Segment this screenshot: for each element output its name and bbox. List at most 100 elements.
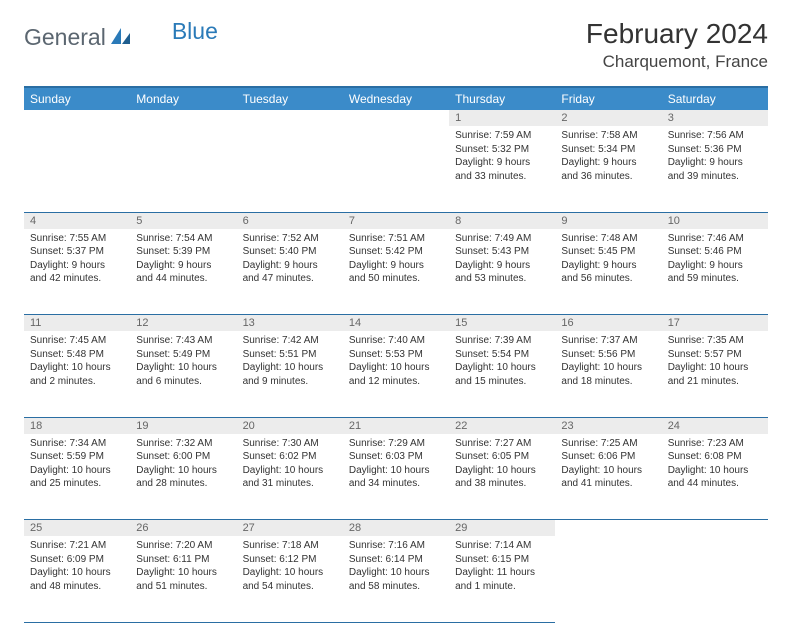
month-title: February 2024 [586,18,768,50]
day-number-cell: 17 [662,315,768,332]
day-number-cell: 19 [130,417,236,434]
weekday-header: Tuesday [237,87,343,110]
day-number-cell: 15 [449,315,555,332]
day-number: 14 [343,315,449,331]
day-number-cell [130,110,236,126]
day-number-cell: 27 [237,520,343,537]
day-number: 15 [449,315,555,331]
logo-text-1: General [24,24,106,51]
calendar-table: SundayMondayTuesdayWednesdayThursdayFrid… [24,86,768,623]
day-content-cell: Sunrise: 7:46 AMSunset: 5:46 PMDaylight:… [662,229,768,315]
day-content-cell: Sunrise: 7:29 AMSunset: 6:03 PMDaylight:… [343,434,449,520]
day-content-cell: Sunrise: 7:51 AMSunset: 5:42 PMDaylight:… [343,229,449,315]
day-number-cell [24,110,130,126]
day-details: Sunrise: 7:32 AMSunset: 6:00 PMDaylight:… [130,434,236,496]
day-number: 10 [662,213,768,229]
day-details: Sunrise: 7:29 AMSunset: 6:03 PMDaylight:… [343,434,449,496]
day-content-cell: Sunrise: 7:49 AMSunset: 5:43 PMDaylight:… [449,229,555,315]
day-number: 20 [237,418,343,434]
day-number: 22 [449,418,555,434]
day-number-cell: 21 [343,417,449,434]
day-number-cell: 23 [555,417,661,434]
day-details: Sunrise: 7:27 AMSunset: 6:05 PMDaylight:… [449,434,555,496]
weekday-header: Friday [555,87,661,110]
day-details: Sunrise: 7:39 AMSunset: 5:54 PMDaylight:… [449,331,555,393]
day-content-cell: Sunrise: 7:34 AMSunset: 5:59 PMDaylight:… [24,434,130,520]
day-details: Sunrise: 7:40 AMSunset: 5:53 PMDaylight:… [343,331,449,393]
day-number: 9 [555,213,661,229]
day-content-cell: Sunrise: 7:56 AMSunset: 5:36 PMDaylight:… [662,126,768,212]
day-content-cell: Sunrise: 7:58 AMSunset: 5:34 PMDaylight:… [555,126,661,212]
day-details: Sunrise: 7:14 AMSunset: 6:15 PMDaylight:… [449,536,555,598]
day-number-cell: 2 [555,110,661,126]
day-number-cell: 25 [24,520,130,537]
week-content-row: Sunrise: 7:55 AMSunset: 5:37 PMDaylight:… [24,229,768,315]
day-number-cell: 5 [130,212,236,229]
day-number: 1 [449,110,555,126]
day-number-cell: 1 [449,110,555,126]
day-number-cell: 11 [24,315,130,332]
day-content-cell: Sunrise: 7:54 AMSunset: 5:39 PMDaylight:… [130,229,236,315]
week-number-row: 11121314151617 [24,315,768,332]
week-content-row: Sunrise: 7:59 AMSunset: 5:32 PMDaylight:… [24,126,768,212]
day-details: Sunrise: 7:23 AMSunset: 6:08 PMDaylight:… [662,434,768,496]
day-content-cell: Sunrise: 7:21 AMSunset: 6:09 PMDaylight:… [24,536,130,622]
day-content-cell: Sunrise: 7:14 AMSunset: 6:15 PMDaylight:… [449,536,555,622]
day-number-cell: 8 [449,212,555,229]
day-number-cell: 12 [130,315,236,332]
logo-text-2: Blue [172,18,218,45]
day-number-cell: 13 [237,315,343,332]
weekday-header: Saturday [662,87,768,110]
day-content-cell: Sunrise: 7:23 AMSunset: 6:08 PMDaylight:… [662,434,768,520]
day-details: Sunrise: 7:55 AMSunset: 5:37 PMDaylight:… [24,229,130,291]
day-number: 29 [449,520,555,536]
day-content-cell: Sunrise: 7:20 AMSunset: 6:11 PMDaylight:… [130,536,236,622]
day-number: 24 [662,418,768,434]
day-number: 3 [662,110,768,126]
day-number-cell [343,110,449,126]
title-block: February 2024 Charquemont, France [586,18,768,72]
day-number-cell: 24 [662,417,768,434]
day-number-cell: 6 [237,212,343,229]
weekday-header: Thursday [449,87,555,110]
day-content-cell: Sunrise: 7:48 AMSunset: 5:45 PMDaylight:… [555,229,661,315]
day-details: Sunrise: 7:30 AMSunset: 6:02 PMDaylight:… [237,434,343,496]
day-details: Sunrise: 7:21 AMSunset: 6:09 PMDaylight:… [24,536,130,598]
day-number-cell: 22 [449,417,555,434]
day-details: Sunrise: 7:16 AMSunset: 6:14 PMDaylight:… [343,536,449,598]
day-number: 8 [449,213,555,229]
day-details: Sunrise: 7:49 AMSunset: 5:43 PMDaylight:… [449,229,555,291]
day-details: Sunrise: 7:54 AMSunset: 5:39 PMDaylight:… [130,229,236,291]
week-content-row: Sunrise: 7:34 AMSunset: 5:59 PMDaylight:… [24,434,768,520]
day-details: Sunrise: 7:25 AMSunset: 6:06 PMDaylight:… [555,434,661,496]
day-details: Sunrise: 7:59 AMSunset: 5:32 PMDaylight:… [449,126,555,188]
day-details: Sunrise: 7:52 AMSunset: 5:40 PMDaylight:… [237,229,343,291]
week-number-row: 18192021222324 [24,417,768,434]
day-number-cell: 9 [555,212,661,229]
day-content-cell: Sunrise: 7:55 AMSunset: 5:37 PMDaylight:… [24,229,130,315]
day-number-cell: 29 [449,520,555,537]
day-content-cell: Sunrise: 7:45 AMSunset: 5:48 PMDaylight:… [24,331,130,417]
day-content-cell: Sunrise: 7:39 AMSunset: 5:54 PMDaylight:… [449,331,555,417]
day-content-cell: Sunrise: 7:37 AMSunset: 5:56 PMDaylight:… [555,331,661,417]
day-content-cell: Sunrise: 7:27 AMSunset: 6:05 PMDaylight:… [449,434,555,520]
day-number: 2 [555,110,661,126]
day-number: 13 [237,315,343,331]
day-content-cell: Sunrise: 7:52 AMSunset: 5:40 PMDaylight:… [237,229,343,315]
day-details: Sunrise: 7:34 AMSunset: 5:59 PMDaylight:… [24,434,130,496]
day-details: Sunrise: 7:48 AMSunset: 5:45 PMDaylight:… [555,229,661,291]
location: Charquemont, France [586,52,768,72]
day-number-cell [662,520,768,537]
day-content-cell: Sunrise: 7:35 AMSunset: 5:57 PMDaylight:… [662,331,768,417]
day-content-cell: Sunrise: 7:43 AMSunset: 5:49 PMDaylight:… [130,331,236,417]
day-number: 26 [130,520,236,536]
day-number-cell: 18 [24,417,130,434]
week-number-row: 123 [24,110,768,126]
day-number-cell: 20 [237,417,343,434]
day-number: 17 [662,315,768,331]
day-content-cell [343,126,449,212]
day-content-cell: Sunrise: 7:42 AMSunset: 5:51 PMDaylight:… [237,331,343,417]
day-details: Sunrise: 7:45 AMSunset: 5:48 PMDaylight:… [24,331,130,393]
day-number: 4 [24,213,130,229]
day-content-cell: Sunrise: 7:18 AMSunset: 6:12 PMDaylight:… [237,536,343,622]
